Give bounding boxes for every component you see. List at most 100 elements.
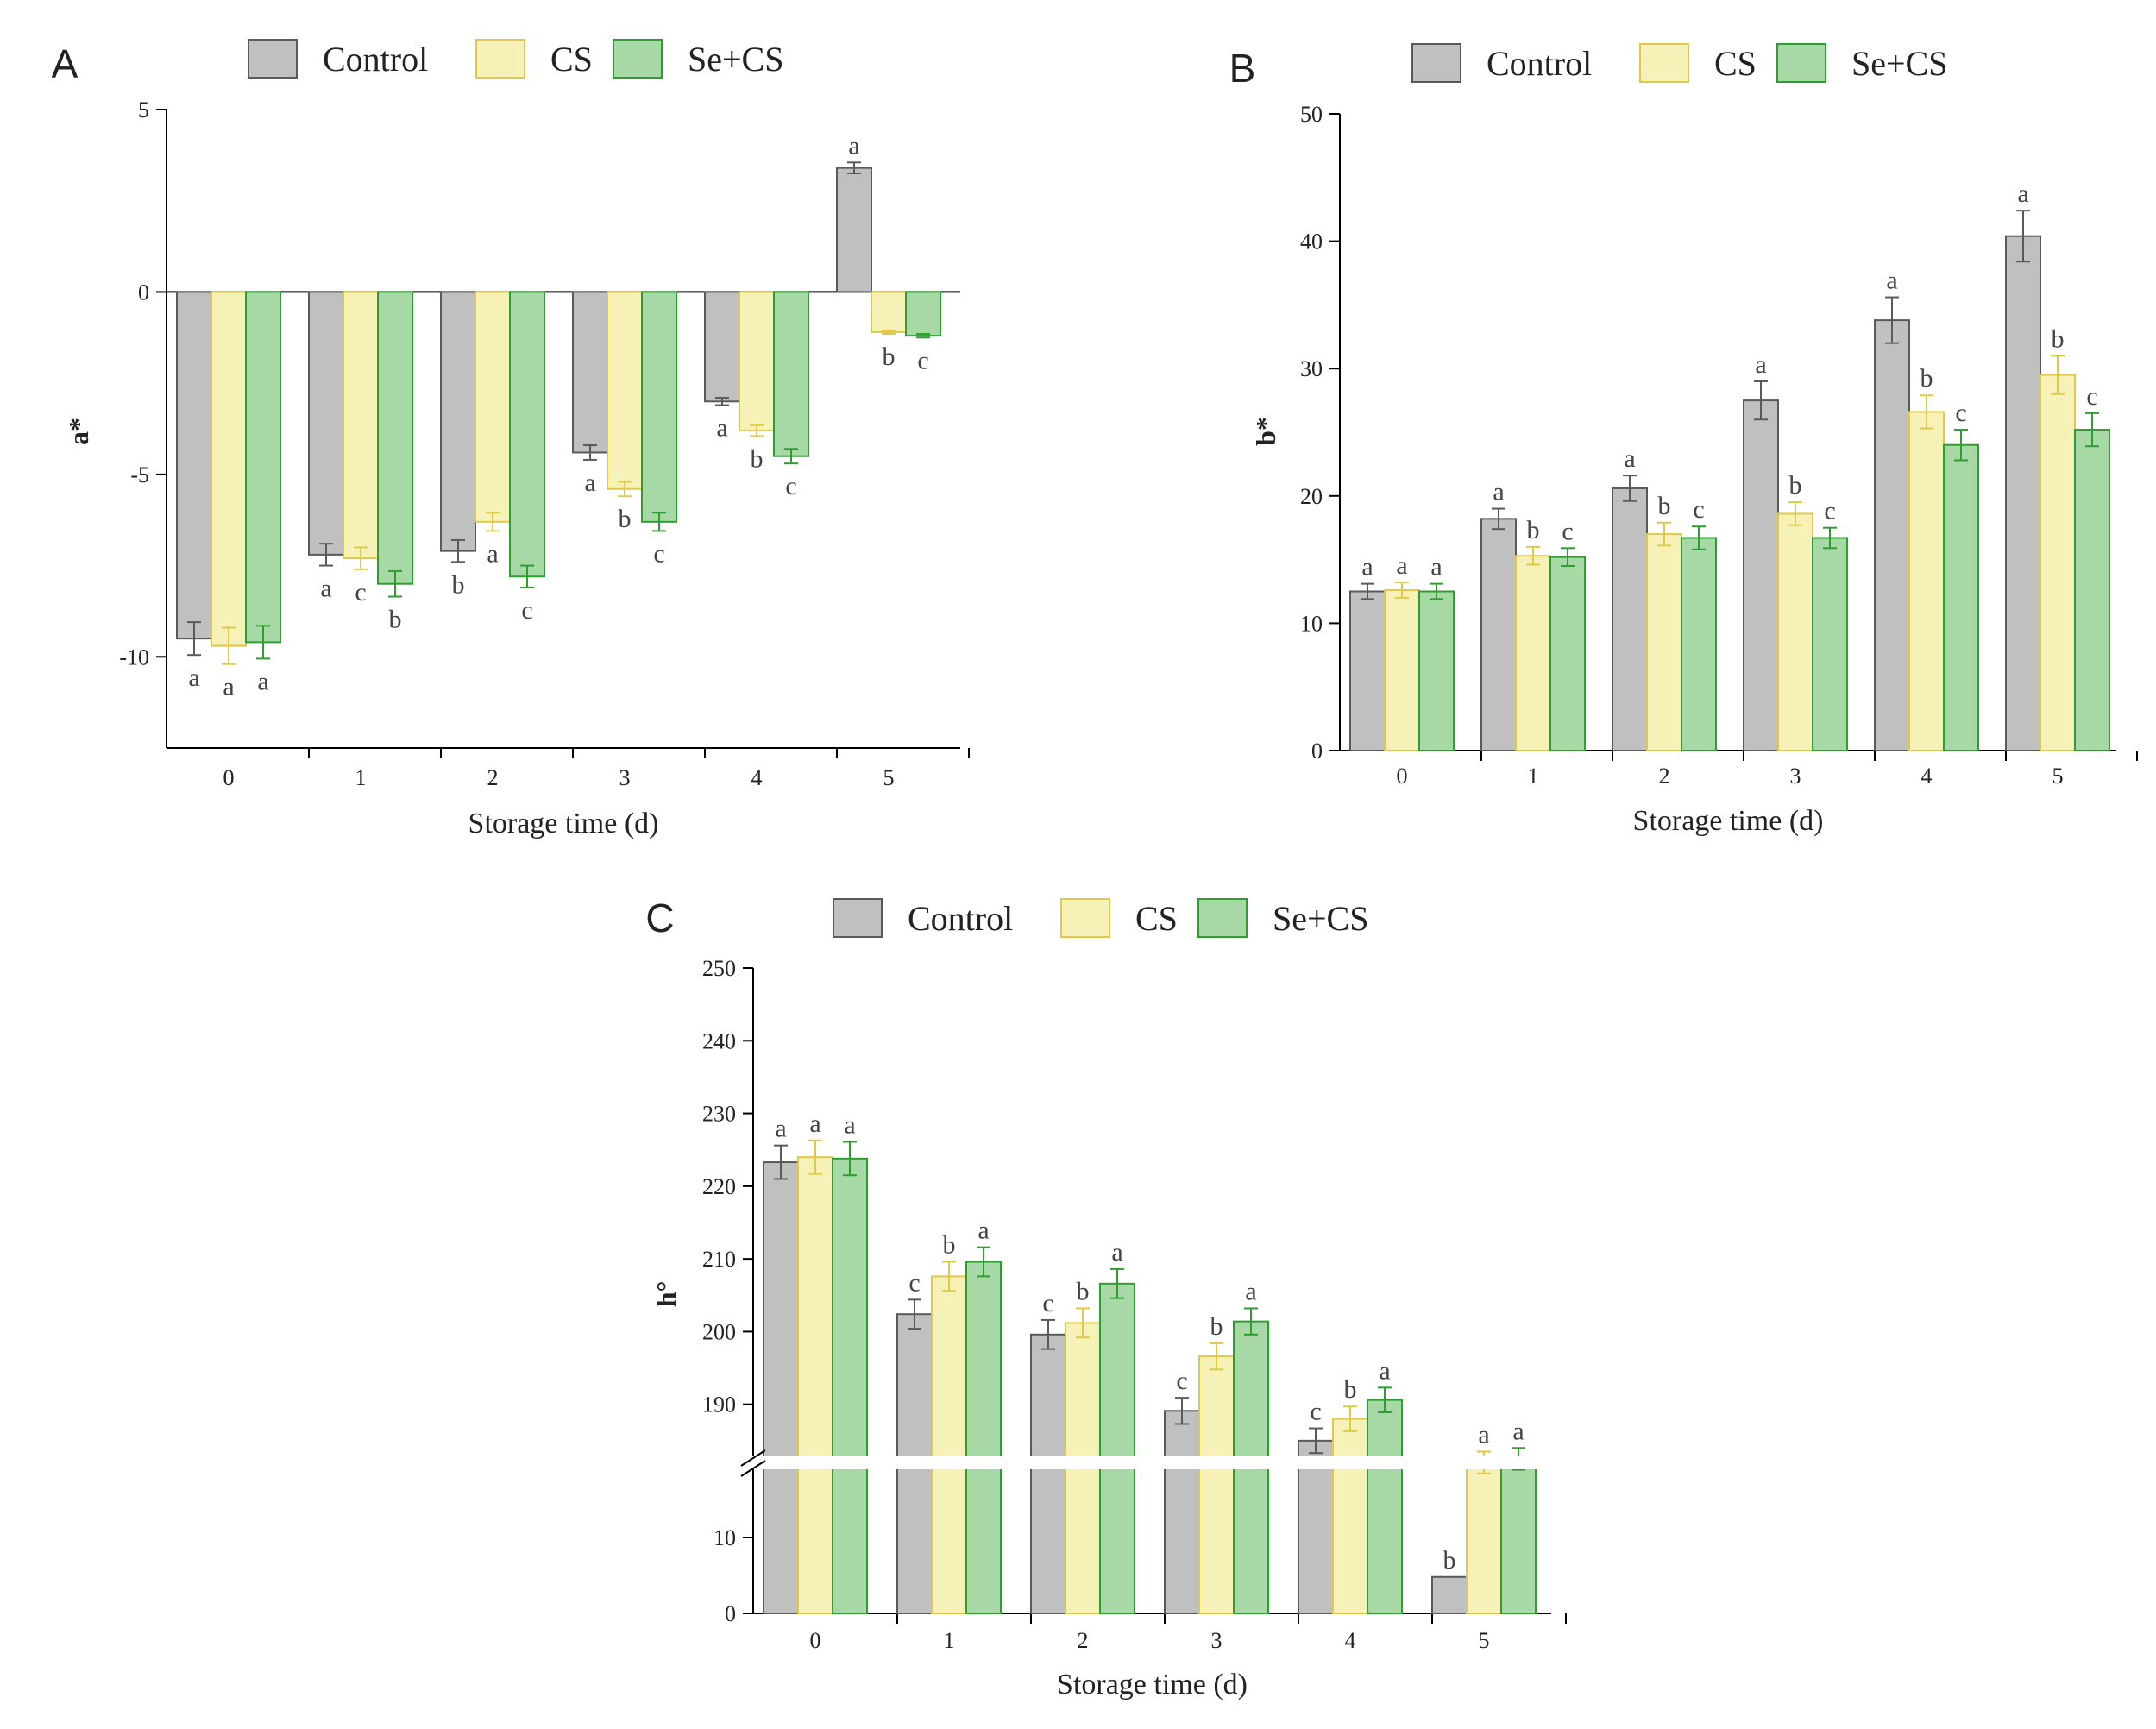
bar-secs-day3 (1812, 537, 1848, 751)
bar-control-day5 (1431, 1575, 1468, 1615)
significance-letter: b (1210, 1312, 1223, 1341)
x-tick-label: 5 (2052, 764, 2064, 789)
bar-control-day0 (1349, 590, 1386, 751)
significance-letter: a (320, 575, 331, 603)
significance-letter: c (653, 539, 664, 568)
bar-secs-day1 (377, 291, 413, 585)
bar-secs-day5 (905, 291, 941, 337)
axis-break-gap (736, 1456, 1560, 1469)
significance-letter: a (1361, 553, 1373, 582)
y-tick-label: -10 (119, 644, 149, 670)
bar-control-day1 (1480, 518, 1517, 751)
legend-swatch-cs (1639, 43, 1689, 83)
x-tick-label: 0 (1397, 764, 1408, 789)
x-tick-label: 0 (810, 1628, 821, 1653)
y-tick-label: 240 (702, 1028, 736, 1053)
bar-cs-day2 (1646, 533, 1682, 752)
y-tick-label: 50 (1300, 102, 1323, 127)
significance-letter: a (257, 667, 268, 695)
bar-secs-day0 (832, 1157, 868, 1615)
x-tick-label: 1 (944, 1628, 955, 1653)
significance-letter: c (2086, 382, 2097, 411)
legend-swatch-control (248, 39, 298, 79)
significance-letter: b (883, 343, 896, 371)
y-tick-label: 0 (1311, 739, 1323, 764)
bar-cs-day1 (343, 291, 379, 560)
significance-letter: a (977, 1217, 989, 1245)
significance-letter: b (452, 570, 465, 599)
bar-control-day3 (1743, 399, 1779, 751)
bar-secs-day4 (1367, 1399, 1403, 1614)
bar-cs-day0 (211, 291, 247, 647)
legend-label-0: Control (323, 40, 428, 79)
bar-cs-day4 (1908, 411, 1945, 751)
bar-secs-day4 (773, 291, 809, 457)
bar-control-day3 (1164, 1410, 1200, 1615)
significance-letter: a (188, 663, 199, 692)
bar-secs-day2 (509, 291, 545, 578)
x-tick-label: 2 (1659, 764, 1670, 789)
bar-secs-day5 (2074, 429, 2110, 751)
bar-cs-day0 (797, 1156, 833, 1614)
bar-cs-day4 (1332, 1418, 1368, 1614)
significance-letter: a (1478, 1421, 1489, 1449)
significance-letter: b (619, 505, 632, 533)
x-tick-label: 2 (1078, 1628, 1089, 1653)
bar-secs-day2 (1099, 1282, 1135, 1615)
bar-control-day0 (763, 1161, 799, 1614)
legend-label-0: Control (1487, 44, 1592, 83)
bar-control-day5 (836, 167, 872, 293)
x-axis-label: Storage time (d) (1633, 805, 1824, 837)
y-tick-label: 10 (713, 1525, 736, 1550)
legend: Control CS Se+CS (248, 39, 783, 79)
bar-control-day3 (572, 291, 608, 454)
bar-cs-day0 (1384, 589, 1420, 751)
y-tick-label: 210 (702, 1247, 736, 1272)
legend-swatch-cs (475, 39, 525, 79)
significance-letter: b (943, 1231, 956, 1260)
x-tick-label: 4 (1345, 1628, 1356, 1653)
y-axis-label: h° (651, 1281, 682, 1308)
significance-letter: c (1310, 1398, 1321, 1426)
bar-secs-day1 (1549, 556, 1586, 752)
significance-letter: b (1077, 1277, 1090, 1305)
panel-label-B: B (1229, 46, 1256, 91)
bar-cs-day3 (1777, 512, 1813, 751)
bar-control-day2 (1612, 487, 1648, 751)
bar-cs-day5 (871, 291, 907, 333)
x-tick-label: 3 (1790, 764, 1801, 789)
x-tick-label: 3 (619, 765, 631, 790)
bar-cs-day4 (739, 291, 775, 432)
x-tick-label: 2 (487, 765, 499, 790)
bar-secs-day0 (245, 291, 281, 644)
legend-swatch-cs (1060, 898, 1110, 938)
significance-letter: b (1443, 1546, 1456, 1575)
panel-C: C Control CS Se+CS010190200210220230240250h… (645, 896, 1567, 1701)
significance-letter: b (1920, 364, 1933, 393)
bar-control-day0 (176, 291, 212, 640)
significance-letter: a (223, 673, 234, 701)
bar-control-day2 (440, 291, 476, 552)
bar-cs-day1 (1515, 555, 1551, 751)
bar-secs-day1 (965, 1261, 1002, 1614)
bar-cs-day2 (475, 291, 511, 523)
y-tick-label: 230 (702, 1102, 736, 1127)
panel-label-C: C (645, 896, 674, 940)
y-tick-label: 40 (1300, 229, 1323, 255)
y-tick-label: -5 (130, 462, 149, 487)
legend-swatch-secs (613, 39, 663, 79)
significance-letter: a (1379, 1356, 1390, 1385)
bar-secs-day0 (1418, 590, 1455, 751)
x-axis-label: Storage time (d) (1057, 1669, 1248, 1701)
significance-letter: a (1512, 1417, 1524, 1445)
significance-letter: a (775, 1115, 786, 1143)
significance-letter: a (716, 414, 727, 443)
legend-label-2: Se+CS (1851, 44, 1947, 83)
y-axis-label: a* (63, 418, 94, 445)
significance-letter: a (1245, 1277, 1256, 1305)
legend-label-0: Control (908, 899, 1013, 938)
significance-letter: a (1886, 267, 1897, 295)
y-axis-label: b* (1250, 417, 1281, 446)
significance-letter: b (1658, 492, 1671, 520)
panel-A: A Control CS Se+CS 5 0 -5 -10 a* Storage time (d)… (52, 39, 970, 839)
